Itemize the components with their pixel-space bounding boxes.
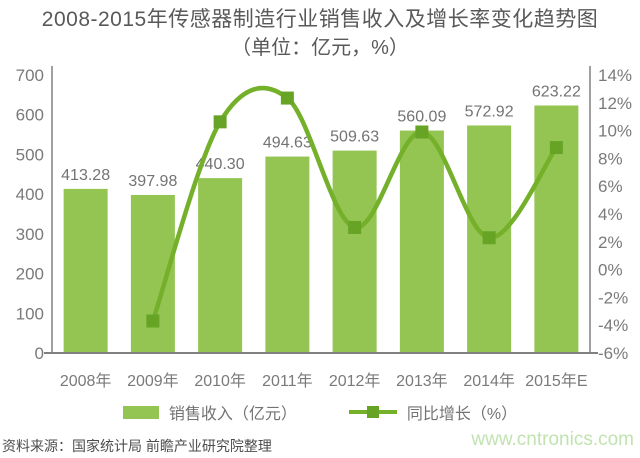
bar-2012年 xyxy=(332,150,377,353)
bar-value-label: 572.92 xyxy=(465,103,514,120)
legend-line-swatch-icon xyxy=(348,405,397,419)
y-left-tick-label: 100 xyxy=(16,304,44,323)
growth-line-marker xyxy=(146,314,160,328)
y-right-tick-label: 0% xyxy=(598,261,623,280)
y-right-tick-label: 14% xyxy=(598,66,632,85)
bar-2013年 xyxy=(399,130,444,353)
chart-subtitle: （单位：亿元，%） xyxy=(231,37,409,59)
y-left-tick-label: 400 xyxy=(16,185,44,204)
bar-value-label: 560.09 xyxy=(397,109,446,126)
x-axis-label: 2012年 xyxy=(329,372,381,390)
y-right-tick-label: -4% xyxy=(598,316,628,335)
growth-line-marker xyxy=(415,125,429,139)
legend-item-revenue: 销售收入（亿元） xyxy=(122,400,297,424)
y-right-tick-label: 6% xyxy=(598,177,623,196)
legend-label-growth: 同比增长（%） xyxy=(406,406,518,423)
legend-label-revenue: 销售收入（亿元） xyxy=(168,406,297,423)
x-axis-label: 2010年 xyxy=(194,372,246,390)
x-axis-label: 2015年E xyxy=(525,372,587,390)
x-axis-label: 2008年 xyxy=(60,372,112,390)
y-right-tick-label: -6% xyxy=(598,344,628,363)
y-left-tick-label: 300 xyxy=(16,225,44,244)
y-right-tick-label: 12% xyxy=(598,94,632,113)
legend-line-marker xyxy=(366,406,379,418)
bar-2010年 xyxy=(198,178,243,353)
bar-value-label: 440.30 xyxy=(196,156,245,173)
bar-value-label: 397.98 xyxy=(128,173,177,190)
y-right-tick-label: 2% xyxy=(598,233,623,252)
bar-value-label: 413.28 xyxy=(61,167,110,184)
bar-value-label: 494.63 xyxy=(263,135,312,152)
x-axis-label: 2009年 xyxy=(127,372,179,390)
bar-2011年 xyxy=(265,156,310,353)
y-right-tick-label: 8% xyxy=(598,149,623,168)
source-note: 资料来源：国家统计局 前瞻产业研究院整理 xyxy=(2,438,272,454)
y-right-tick-label: 10% xyxy=(598,122,632,141)
y-left-tick-label: 0 xyxy=(35,344,44,363)
growth-line-marker xyxy=(482,231,496,245)
legend-item-growth: 同比增长（%） xyxy=(348,400,518,424)
chart-title: 2008-2015年传感器制造行业销售收入及增长率变化趋势图 xyxy=(41,8,599,31)
x-axis-label: 2013年 xyxy=(396,372,448,390)
watermark-url: www.cntronics.com xyxy=(471,429,634,450)
bar-2008年 xyxy=(63,188,108,353)
y-right-tick-label: -2% xyxy=(598,288,628,307)
y-left-tick-label: 200 xyxy=(16,265,44,284)
y-left-tick-label: 700 xyxy=(16,66,44,85)
growth-line-marker xyxy=(280,91,294,105)
bar-value-label: 623.22 xyxy=(532,83,581,100)
bar-value-label: 509.63 xyxy=(330,129,379,146)
legend: 销售收入（亿元） 同比增长（%） xyxy=(0,401,640,423)
x-axis-label: 2011年 xyxy=(262,372,312,390)
y-left-tick-label: 600 xyxy=(16,106,44,125)
x-axis-label: 2014年 xyxy=(463,372,515,390)
growth-line-marker xyxy=(549,141,563,155)
growth-line-marker xyxy=(348,220,362,234)
growth-line-marker xyxy=(213,115,227,129)
chart-plot-area: 413.28 397.98 440.30 494.63 509.63 560.09 572.… xyxy=(16,66,632,390)
y-left-tick-label: 500 xyxy=(16,145,44,164)
legend-bar-swatch-icon xyxy=(122,405,159,419)
y-right-tick-label: 4% xyxy=(598,205,623,224)
